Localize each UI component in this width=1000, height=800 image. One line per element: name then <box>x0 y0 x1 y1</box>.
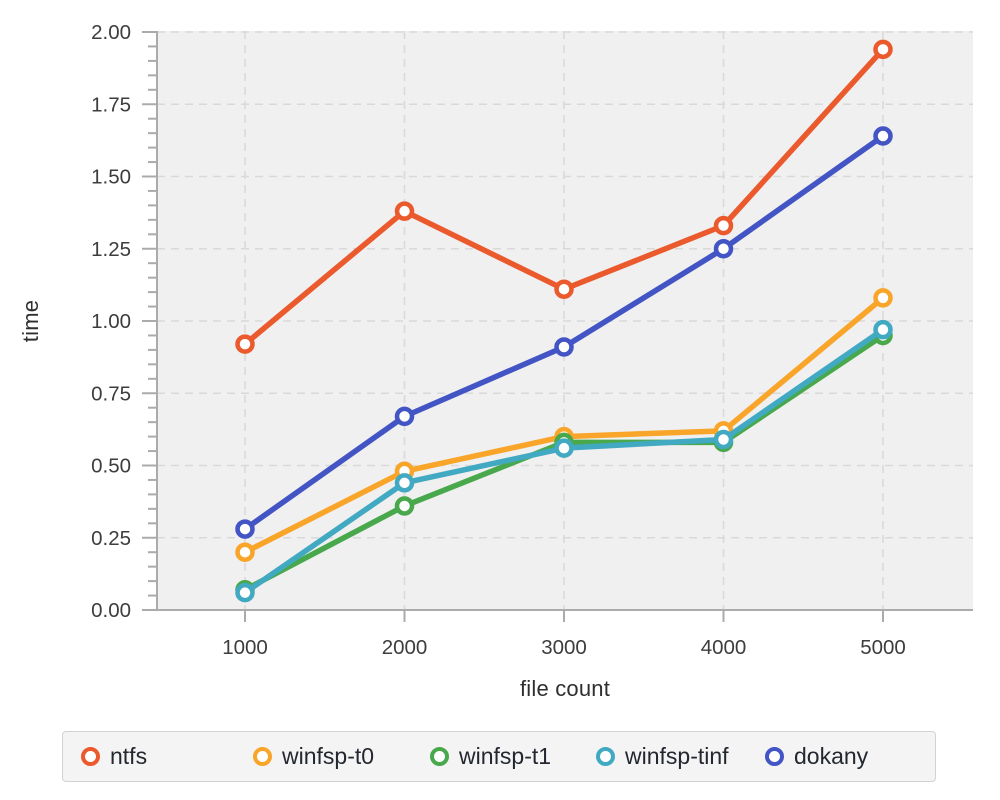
legend-marker-icon <box>253 747 272 766</box>
legend-item-winfsp-t0: winfsp-t0 <box>253 743 430 770</box>
legend-item-dokany: dokany <box>765 743 868 770</box>
legend-label: dokany <box>794 743 869 769</box>
legend-item-ntfs: ntfs <box>81 743 253 770</box>
legend-label: winfsp-tinf <box>625 743 729 769</box>
data-point-winfsp-tinf <box>394 473 415 493</box>
x-tick-label: 5000 <box>860 636 906 659</box>
x-tick-label: 2000 <box>382 636 428 659</box>
legend: ntfs winfsp-t0 winfsp-t1 winfsp-tinf dokany <box>62 731 936 782</box>
y-tick-label: 0.00 <box>91 599 131 622</box>
data-point-ntfs <box>394 201 415 221</box>
data-point-ntfs <box>554 279 574 299</box>
legend-label: ntfs <box>110 743 148 769</box>
data-point-dokany <box>235 519 255 539</box>
y-tick-label: 1.50 <box>91 166 131 189</box>
legend-marker-icon <box>430 747 449 766</box>
data-point-ntfs <box>235 334 255 354</box>
data-point-winfsp-t0 <box>873 288 893 308</box>
x-tick-label: 3000 <box>541 636 587 659</box>
data-point-ntfs <box>713 215 734 236</box>
y-tick-label: 1.75 <box>91 93 131 116</box>
plot-area: 0.00 0.25 0.50 0.75 1.00 1.25 1.50 1.75 2.00 1000… <box>91 21 973 659</box>
data-point-dokany <box>554 337 574 357</box>
legend-marker-icon <box>81 747 100 766</box>
data-point-winfsp-tinf <box>235 582 255 603</box>
data-point-dokany <box>713 239 734 259</box>
legend-item-winfsp-tinf: winfsp-tinf <box>596 743 765 770</box>
x-tick-label: 1000 <box>222 636 268 659</box>
data-point-ntfs <box>873 39 893 60</box>
data-point-winfsp-t0 <box>235 542 255 562</box>
data-point-winfsp-tinf <box>713 429 734 450</box>
x-axis-label: file count <box>519 676 611 701</box>
y-axis-label: time <box>18 299 43 343</box>
legend-item-winfsp-t1: winfsp-t1 <box>430 743 596 770</box>
data-point-dokany <box>394 406 415 427</box>
data-point-winfsp-t1 <box>394 496 415 516</box>
y-tick-label: 0.25 <box>91 527 131 550</box>
legend-label: winfsp-t1 <box>459 743 552 769</box>
y-tick-label: 0.50 <box>91 455 131 478</box>
data-point-winfsp-tinf <box>554 438 574 458</box>
y-tick-label: 0.75 <box>91 382 131 405</box>
y-tick-label: 2.00 <box>91 21 131 44</box>
y-tick-label: 1.00 <box>91 310 131 333</box>
x-tick-label: 4000 <box>701 636 747 659</box>
legend-marker-icon <box>596 747 615 766</box>
data-point-dokany <box>873 126 893 146</box>
y-tick-label: 1.25 <box>91 238 131 261</box>
legend-marker-icon <box>765 747 784 766</box>
data-point-winfsp-tinf <box>873 319 893 340</box>
legend-label: winfsp-t0 <box>282 743 375 769</box>
